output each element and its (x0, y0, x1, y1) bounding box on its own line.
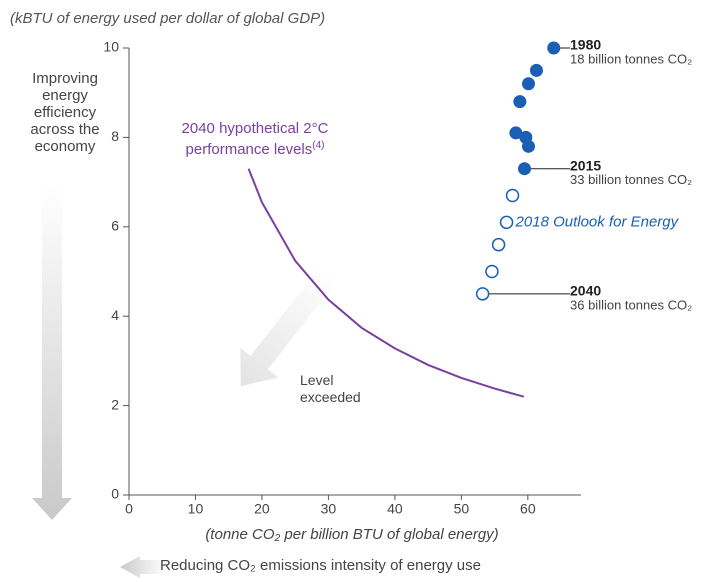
y-direction-label: Improving energy efficiency across the e… (30, 70, 100, 155)
x-tick-label: 50 (454, 501, 470, 517)
x-tick-label: 30 (321, 501, 337, 517)
point (505, 188, 520, 203)
y-tick-label: 8 (111, 128, 119, 144)
point (509, 126, 523, 140)
y-tick-label: 10 (103, 39, 119, 55)
point-note: 33 billion tonnes CO₂ (570, 172, 692, 187)
curve-name: 2040 hypothetical 2°C performance levels (181, 120, 329, 158)
point-label: 1980 (570, 37, 601, 53)
x-tick-label: 10 (188, 501, 204, 517)
series-label: 2018 Outlook for Energy (515, 213, 680, 230)
point (485, 264, 499, 279)
x-tick-label: 20 (254, 501, 270, 517)
point (547, 41, 561, 55)
y-tick-label: 2 (111, 396, 119, 412)
left-arrow (120, 556, 165, 578)
annotation: Level exceeded (300, 372, 361, 405)
point-note: 18 billion tonnes CO₂ (570, 51, 692, 66)
x-direction-label: Reducing CO₂ emissions intensity of ener… (160, 557, 481, 574)
point (475, 287, 490, 301)
curve-label: 2040 hypothetical 2°C performance levels… (150, 120, 360, 158)
point-note: 36 billion tonnes CO₂ (570, 297, 692, 312)
point-label: 2015 (570, 157, 601, 173)
y-tick-label: 4 (111, 307, 119, 323)
diagonal-arrow (240, 265, 339, 387)
point (521, 139, 535, 153)
point (513, 95, 527, 109)
y-tick-label: 0 (111, 486, 119, 502)
x-tick-label: 0 (125, 501, 133, 517)
point (521, 77, 535, 91)
point (529, 63, 543, 77)
point (499, 215, 514, 230)
point-label: 2040 (570, 283, 601, 299)
down-arrow (32, 185, 72, 520)
x-tick-label: 40 (387, 501, 403, 517)
point (518, 162, 531, 176)
x-tick-label: 60 (520, 501, 536, 517)
y-tick-label: 6 (111, 218, 119, 234)
x-axis-label: (tonne CO₂ per billion BTU of global ene… (205, 526, 499, 543)
point (491, 237, 506, 252)
curve (247, 168, 525, 398)
y-axis-label: (kBTU of energy used per dollar of globa… (10, 10, 326, 27)
curve-footnote: (4) (312, 140, 325, 151)
